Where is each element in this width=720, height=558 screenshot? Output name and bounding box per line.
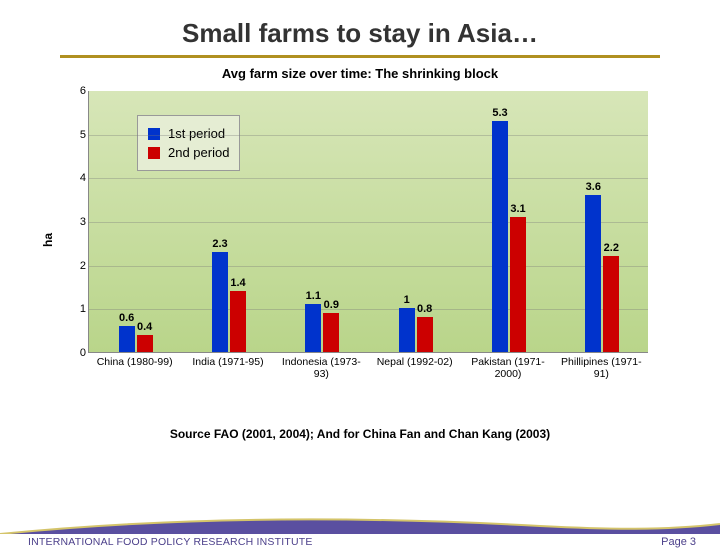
y-tick-label: 1 xyxy=(72,303,86,315)
y-axis-label: ha xyxy=(41,233,55,247)
legend-swatch xyxy=(148,128,160,140)
bar-value-label: 2.2 xyxy=(604,242,619,254)
bar-value-label: 0.8 xyxy=(417,303,432,315)
decorative-swoosh xyxy=(0,514,720,534)
x-tick-label: China (1980-99) xyxy=(89,357,181,369)
bar-value-label: 0.9 xyxy=(324,299,339,311)
bar-value-label: 1 xyxy=(404,294,410,306)
legend-item: 1st period xyxy=(148,126,229,141)
gridline xyxy=(89,266,648,267)
bar: 1.4 xyxy=(230,291,246,352)
x-tick-label: Pakistan (1971-2000) xyxy=(462,357,554,380)
source-line: Source FAO (2001, 2004); And for China F… xyxy=(0,427,720,441)
bar: 0.4 xyxy=(137,335,153,352)
bar: 2.3 xyxy=(212,252,228,352)
gridline xyxy=(89,309,648,310)
bar: 5.3 xyxy=(492,121,508,352)
y-tick-label: 6 xyxy=(72,85,86,97)
y-tick-label: 0 xyxy=(72,347,86,359)
x-tick-label: Nepal (1992-02) xyxy=(369,357,461,369)
bar-value-label: 1.1 xyxy=(306,290,321,302)
bar: 1 xyxy=(399,308,415,352)
footer-organization: INTERNATIONAL FOOD POLICY RESEARCH INSTI… xyxy=(28,536,313,548)
legend-swatch xyxy=(148,147,160,159)
y-tick-label: 5 xyxy=(72,129,86,141)
bar: 0.6 xyxy=(119,326,135,352)
footer: INTERNATIONAL FOOD POLICY RESEARCH INSTI… xyxy=(0,514,720,558)
bar-value-label: 3.1 xyxy=(510,203,525,215)
bar: 2.2 xyxy=(603,256,619,352)
bar-value-label: 3.6 xyxy=(586,181,601,193)
x-tick-label: India (1971-95) xyxy=(182,357,274,369)
bar: 0.9 xyxy=(323,313,339,352)
legend-item: 2nd period xyxy=(148,145,229,160)
x-tick-label: Phillipines (1971-91) xyxy=(555,357,647,380)
bar-value-label: 5.3 xyxy=(492,107,507,119)
chart-title: Avg farm size over time: The shrinking b… xyxy=(54,66,666,81)
bar: 1.1 xyxy=(305,304,321,352)
bar: 3.6 xyxy=(585,195,601,352)
bar: 0.8 xyxy=(417,317,433,352)
gridline xyxy=(89,135,648,136)
y-tick-label: 3 xyxy=(72,216,86,228)
title-rule xyxy=(60,55,660,58)
y-tick-label: 4 xyxy=(72,172,86,184)
legend: 1st period 2nd period xyxy=(137,115,240,171)
bar-value-label: 1.4 xyxy=(230,277,245,289)
y-tick-label: 2 xyxy=(72,260,86,272)
gridline xyxy=(89,222,648,223)
bar-value-label: 2.3 xyxy=(212,238,227,250)
legend-label: 2nd period xyxy=(168,145,229,160)
chart-body: ha 1st period2nd period 0.60.42.31.41.10… xyxy=(54,85,666,395)
page-number: Page 3 xyxy=(661,536,696,548)
bar-value-label: 0.4 xyxy=(137,321,152,333)
gridline xyxy=(89,178,648,179)
plot-area: 1st period2nd period 0.60.42.31.41.10.91… xyxy=(88,91,648,353)
legend-label: 1st period xyxy=(168,126,225,141)
bar: 3.1 xyxy=(510,217,526,352)
chart-container: Avg farm size over time: The shrinking b… xyxy=(54,66,666,395)
slide-title: Small farms to stay in Asia… xyxy=(0,18,720,49)
bar-value-label: 0.6 xyxy=(119,312,134,324)
x-tick-label: Indonesia (1973-93) xyxy=(275,357,367,380)
